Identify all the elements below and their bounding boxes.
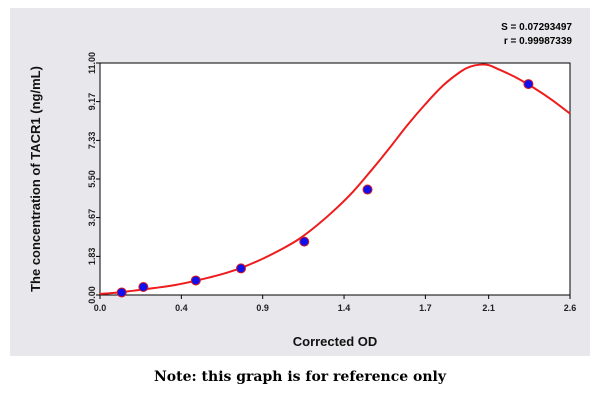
x-tick-label: 0.9 (256, 303, 269, 313)
data-point (236, 263, 246, 274)
x-axis-ticks: 0.0 0.4 0.9 1.4 1.7 2.1 2.6 (94, 295, 577, 313)
y-tick-label: 1.83 (87, 248, 97, 266)
data-point (362, 184, 373, 195)
fitted-curve-layer (99, 63, 571, 295)
x-tick-label: 0.4 (175, 303, 188, 313)
standard-curve-chart: S = 0.07293497 r = 0.99987339 Corrected … (10, 8, 590, 356)
x-tick-label: 0.0 (94, 303, 107, 313)
x-tick-label: 2.1 (482, 303, 495, 313)
y-tick-label: 11.00 (87, 52, 97, 74)
r-value-annotation: r = 0.99987339 (504, 36, 573, 47)
data-point (138, 281, 149, 292)
x-tick-label: 1.7 (419, 303, 432, 313)
data-point (116, 287, 127, 298)
fitted-curve (99, 63, 571, 295)
chart-panel: S = 0.07293497 r = 0.99987339 Corrected … (10, 8, 590, 356)
x-tick-label: 1.4 (338, 303, 351, 313)
y-tick-label: 9.17 (87, 93, 97, 111)
x-axis-title: Corrected OD (293, 334, 378, 349)
data-point (190, 275, 201, 286)
s-value-annotation: S = 0.07293497 (501, 22, 572, 33)
y-tick-label: 7.33 (87, 132, 97, 150)
reference-note: Note: this graph is for reference only (154, 369, 446, 385)
plot-area (99, 62, 571, 296)
data-point (299, 236, 310, 247)
y-tick-label: 3.67 (87, 209, 97, 227)
y-axis-ticks: 0.00 1.83 3.67 5.50 7.33 9.17 11.00 (87, 52, 100, 304)
y-tick-label: 5.50 (87, 170, 97, 188)
data-point (523, 79, 534, 90)
x-tick-label: 2.6 (564, 303, 577, 313)
y-tick-label: 0.00 (87, 286, 97, 304)
y-axis-title: The concentration of TACR1 (ng/mL) (28, 66, 43, 292)
data-points-layer (116, 79, 534, 298)
